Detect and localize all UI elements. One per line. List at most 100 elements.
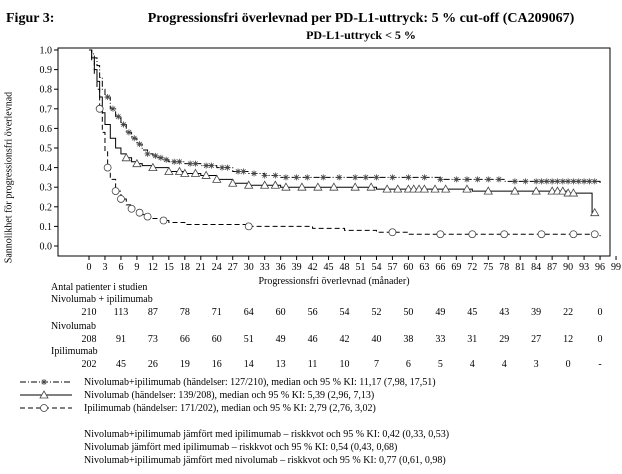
censor-mark-star: [570, 178, 577, 185]
censor-mark-star: [235, 168, 242, 175]
censor-mark-triangle: [350, 182, 360, 191]
censor-mark-star: [474, 176, 481, 183]
censor-mark-circle: [103, 163, 112, 172]
risk-count: 71: [212, 307, 222, 318]
risk-count: 31: [467, 334, 477, 345]
censor-mark-triangle: [430, 184, 440, 193]
hazard-ratio-text: Nivolumab jämfört med ipilimumab – riskk…: [84, 442, 397, 453]
risk-count: 60: [276, 307, 286, 318]
y-tick-label: 0.4: [40, 163, 53, 174]
risk-count: 4: [502, 359, 507, 370]
censor-mark-star: [543, 178, 550, 185]
censor-mark-star: [131, 135, 138, 142]
y-tick-label: 0.6: [40, 124, 53, 135]
y-tick-label: 0.5: [40, 144, 53, 155]
x-tick-label: 30: [244, 262, 254, 273]
risk-count: 87: [148, 307, 158, 318]
risk-count: 45: [116, 359, 126, 370]
censor-mark-triangle: [281, 182, 291, 191]
censor-mark-star: [453, 176, 460, 183]
censor-mark-triangle: [174, 166, 185, 175]
series-line-circle: [89, 49, 601, 237]
x-tick-label: 9: [134, 262, 139, 273]
censor-mark-star: [219, 164, 226, 171]
censor-mark-star: [559, 178, 566, 185]
x-tick-label: 84: [531, 262, 541, 273]
risk-count: 91: [116, 334, 126, 345]
censor-mark-triangle: [329, 182, 339, 191]
censor-mark-star: [208, 162, 215, 169]
legend-marker-circle: [40, 404, 48, 412]
censor-mark-triangle: [121, 152, 131, 162]
risk-count: 0: [566, 359, 571, 370]
censor-mark-circle: [135, 208, 144, 217]
series-line-star: [89, 49, 601, 184]
censor-mark-triangle: [148, 162, 158, 171]
censor-mark-star: [511, 178, 518, 185]
risk-count: 0: [598, 334, 603, 345]
legend-label: Nivolumab (händelser: 139/208), median o…: [84, 390, 374, 401]
censor-mark-triangle: [313, 182, 323, 191]
y-tick-label: 1.0: [40, 46, 53, 57]
censor-mark-star: [251, 170, 258, 177]
censor-mark-star: [373, 174, 380, 181]
risk-count: 208: [82, 334, 97, 345]
x-tick-label: 42: [308, 262, 318, 273]
risk-count: 54: [340, 307, 350, 318]
censor-mark-triangle: [201, 170, 211, 179]
censor-mark-triangle: [164, 166, 174, 175]
risk-count: 51: [244, 334, 254, 345]
x-tick-label: 66: [435, 262, 445, 273]
censor-mark-star: [437, 176, 444, 183]
risk-count: 10: [340, 359, 350, 370]
legend-label: Ipilimumab (händelser: 171/202), median …: [84, 403, 376, 414]
censor-mark-triangle: [244, 180, 254, 189]
censor-mark-triangle: [440, 184, 451, 193]
censor-mark-star: [163, 156, 170, 163]
x-tick-label: 15: [164, 262, 174, 273]
censor-mark-circle: [117, 195, 125, 203]
censor-mark-circle: [436, 230, 445, 239]
risk-count: 78: [180, 307, 190, 318]
x-tick-label: 51: [356, 262, 366, 273]
censor-mark-star: [405, 174, 412, 181]
censor-mark-triangle: [180, 168, 190, 177]
x-tick-label: 33: [260, 262, 270, 273]
x-tick-label: 48: [340, 262, 350, 273]
risk-count: 16: [212, 359, 222, 370]
x-tick-label: 90: [563, 262, 573, 273]
risk-count: 43: [499, 307, 509, 318]
censor-mark-star: [304, 174, 311, 181]
x-tick-label: 81: [515, 262, 525, 273]
censor-mark-star: [109, 105, 116, 112]
risk-group-name: Nivolumab: [51, 321, 96, 332]
risk-count: 22: [563, 307, 573, 318]
censor-mark-star: [591, 178, 598, 185]
x-tick-label: 24: [212, 262, 222, 273]
censor-mark-star: [463, 176, 470, 183]
censor-mark-triangle: [510, 186, 520, 195]
censor-mark-star: [176, 158, 183, 165]
risk-count: 26: [148, 359, 158, 370]
risk-count: 64: [244, 307, 254, 318]
risk-count: 42: [340, 334, 350, 345]
censor-mark-circle: [143, 212, 152, 221]
censor-mark-star: [565, 178, 572, 185]
risk-count: 5: [438, 359, 443, 370]
censor-mark-star: [389, 174, 396, 181]
censor-mark-star: [224, 164, 231, 171]
risk-count: 56: [308, 307, 318, 318]
x-tick-label: 99: [611, 262, 621, 273]
legend-marker-star: [41, 379, 47, 385]
censor-mark-triangle: [270, 180, 281, 189]
x-tick-label: 54: [371, 262, 381, 273]
censor-mark-circle: [244, 222, 253, 231]
x-tick-label: 6: [118, 262, 123, 273]
risk-count: 46: [308, 334, 318, 345]
censor-mark-star: [203, 162, 210, 169]
risk-count: 60: [212, 334, 222, 345]
hazard-ratio-text: Nivolumab+ipilimumab jämfört med ipilimu…: [84, 429, 449, 440]
plot-frame: [57, 47, 611, 257]
censor-mark-star: [320, 174, 327, 181]
x-tick-label: 93: [579, 262, 589, 273]
